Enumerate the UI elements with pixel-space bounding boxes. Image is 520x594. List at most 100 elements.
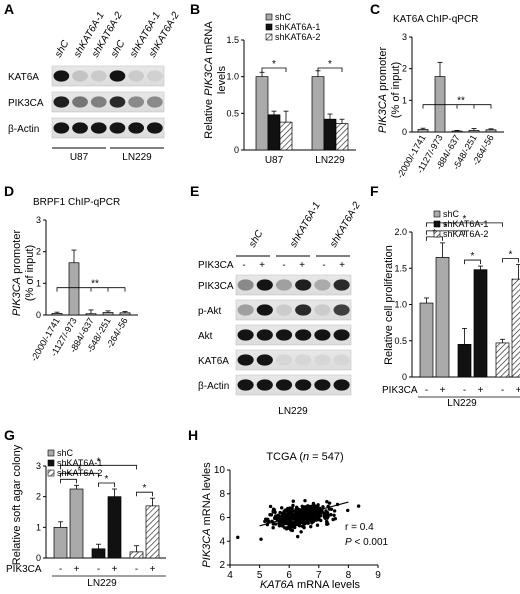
blot-band — [314, 329, 331, 341]
x-tick-label: 6 — [286, 570, 292, 581]
scatter-point — [329, 507, 334, 511]
blot-band — [72, 70, 88, 82]
scatter-point — [332, 513, 336, 517]
bar — [511, 278, 520, 378]
scatter-point — [273, 510, 277, 514]
y-tick-label: 0 — [402, 127, 407, 137]
bar — [279, 121, 293, 151]
sign: - — [425, 385, 428, 396]
blot-band — [314, 304, 331, 316]
blot-row-label: β-Actin — [198, 381, 229, 392]
panel-a-letter: A — [4, 1, 14, 17]
blot-band — [333, 379, 350, 391]
scatter-point — [289, 525, 294, 529]
panel-a-blot — [51, 65, 165, 139]
bar — [451, 130, 463, 133]
sign: - — [135, 564, 138, 575]
bar — [311, 76, 325, 151]
panel-d-ylabel-line2: (% of input) — [24, 245, 36, 301]
scatter-point — [278, 510, 282, 515]
blot-row-label: PIK3CA — [198, 281, 234, 292]
legend-label: shKAT6A-1 — [443, 219, 488, 229]
scatter-point — [325, 500, 329, 504]
bar — [129, 551, 144, 559]
scatter-point — [294, 510, 298, 514]
blot-band — [90, 96, 107, 108]
blot-row-label: KAT6A — [198, 356, 229, 367]
sig-bracket — [426, 222, 503, 227]
y-tick-label: 0 — [402, 372, 407, 382]
scatter-point — [279, 506, 284, 510]
sign: + — [112, 564, 118, 575]
scatter-point — [321, 505, 325, 509]
panel-b-legend: shC shKAT6A-1 shKAT6A-2 — [265, 12, 320, 42]
sign: - — [97, 564, 100, 575]
blot-row-label: p-Akt — [198, 306, 222, 317]
panel-g-ylabel: Relative soft agar colony — [11, 444, 23, 565]
correlation-r: r = 0.4 — [345, 522, 374, 533]
blot-band — [275, 379, 293, 391]
sign: - — [282, 260, 285, 271]
sig-bracket — [261, 67, 287, 72]
blot-band — [53, 96, 70, 108]
scatter-point — [298, 518, 302, 523]
x-tick-label: 9 — [375, 570, 381, 581]
scatter-point — [311, 517, 316, 521]
sig-label: * — [78, 464, 82, 475]
scatter-point — [346, 508, 350, 513]
y-tick-label: 0 — [36, 310, 41, 320]
bar — [255, 76, 269, 151]
blot-band — [109, 122, 126, 134]
y-tick-label: 1 — [36, 278, 41, 288]
sign: + — [440, 385, 446, 396]
legend-swatch-shkat6a-1 — [265, 23, 273, 31]
scatter-point — [289, 521, 293, 525]
blot-band — [128, 96, 145, 108]
cell-line-label: LN229 — [447, 398, 477, 409]
blot-band — [146, 122, 163, 134]
blot-band — [295, 304, 312, 316]
sig-label: * — [272, 59, 276, 70]
panel-b-letter: B — [190, 1, 200, 17]
y-tick-label: 0.5 — [394, 336, 407, 346]
scatter-point — [291, 499, 295, 503]
panel-b: B Relative PIK3CA mRNA levels 0 0.5 1.0 1.5… — [190, 1, 356, 166]
scatter-point — [309, 524, 313, 529]
bar — [335, 123, 349, 151]
scatter-point — [326, 514, 330, 519]
blot-band — [295, 354, 312, 366]
scatter-point — [327, 501, 332, 505]
scatter-point — [274, 514, 278, 518]
group-label: shC — [247, 228, 266, 250]
sig-label: * — [143, 483, 147, 494]
treatment-label: PIK3CA — [6, 564, 42, 575]
blot-band — [256, 304, 273, 316]
sig-label: ** — [91, 279, 99, 290]
legend-label: shC — [57, 448, 74, 458]
legend-swatch-shc — [433, 210, 441, 218]
scatter-point — [317, 509, 321, 514]
bar — [417, 129, 429, 133]
blot-row-label: Akt — [198, 331, 213, 342]
panel-h-title: TCGA (n = 547) — [266, 451, 343, 463]
blot-band — [237, 329, 254, 341]
blot-band — [128, 122, 145, 134]
panel-c: C KAT6A ChIP-qPCR PIK3CA promoter (% of … — [370, 1, 504, 180]
sig-bracket — [60, 464, 137, 470]
sig-label: * — [509, 250, 513, 261]
scatter-point — [329, 513, 333, 517]
sign: - — [463, 385, 466, 396]
bar — [91, 548, 106, 559]
legend-label: shC — [275, 12, 292, 22]
scatter-point — [282, 509, 286, 513]
scatter-point — [263, 519, 267, 524]
y-tick-label: 1.0 — [226, 72, 239, 82]
panel-a: A shC shKAT6A-1 shKAT6A-2 shC shKAT6A-1 … — [4, 1, 182, 163]
scatter-point — [236, 535, 240, 540]
scatter-point — [307, 516, 312, 521]
y-tick-label: 10 — [214, 465, 226, 476]
treatment-label: PIK3CA — [198, 260, 234, 271]
sig-bracket — [60, 472, 99, 478]
panel-b-chart: 0 0.5 1.0 1.5 U87 * LN229 * — [226, 35, 356, 166]
bar — [435, 257, 450, 378]
